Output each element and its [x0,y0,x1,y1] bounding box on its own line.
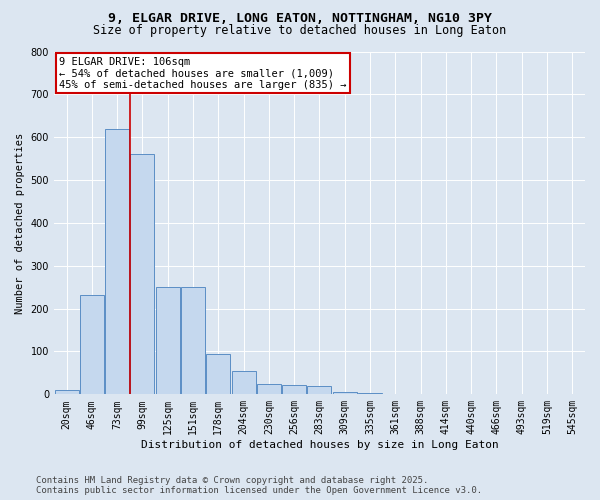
Bar [181,287,205,395]
Text: 9, ELGAR DRIVE, LONG EATON, NOTTINGHAM, NG10 3PY: 9, ELGAR DRIVE, LONG EATON, NOTTINGHAM, … [108,12,492,26]
Text: Contains HM Land Registry data © Crown copyright and database right 2025.
Contai: Contains HM Land Registry data © Crown c… [36,476,482,495]
Bar [282,385,306,394]
Bar [105,128,129,394]
Text: Size of property relative to detached houses in Long Eaton: Size of property relative to detached ho… [94,24,506,37]
Bar [232,371,256,394]
Bar [130,154,154,394]
Bar [257,384,281,394]
Bar [206,354,230,395]
Bar [55,390,79,394]
X-axis label: Distribution of detached houses by size in Long Eaton: Distribution of detached houses by size … [140,440,499,450]
Bar [156,287,180,395]
Bar [80,295,104,394]
Bar [307,386,331,394]
Text: 9 ELGAR DRIVE: 106sqm
← 54% of detached houses are smaller (1,009)
45% of semi-d: 9 ELGAR DRIVE: 106sqm ← 54% of detached … [59,56,347,90]
Bar [333,392,357,394]
Y-axis label: Number of detached properties: Number of detached properties [15,132,25,314]
